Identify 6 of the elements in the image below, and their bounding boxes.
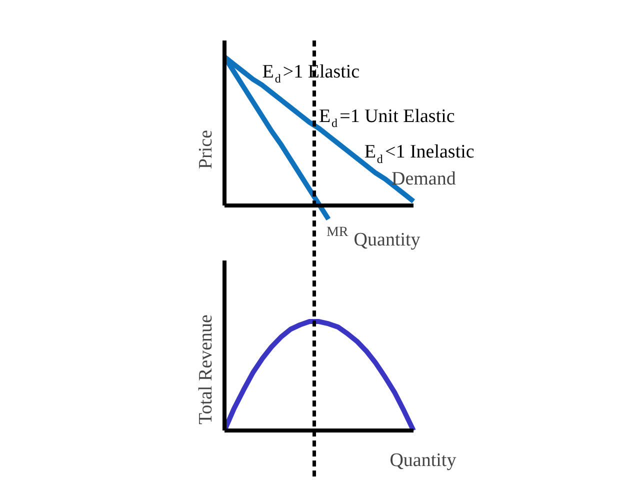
x-axis-title: Quantity: [354, 230, 421, 251]
y-axis-title: Total Revenue: [196, 314, 216, 424]
x-axis-title: Quantity: [390, 450, 457, 472]
series-label: MR: [326, 225, 349, 240]
y-axis-title: Price: [196, 130, 216, 170]
series-label: Demand: [392, 168, 456, 190]
